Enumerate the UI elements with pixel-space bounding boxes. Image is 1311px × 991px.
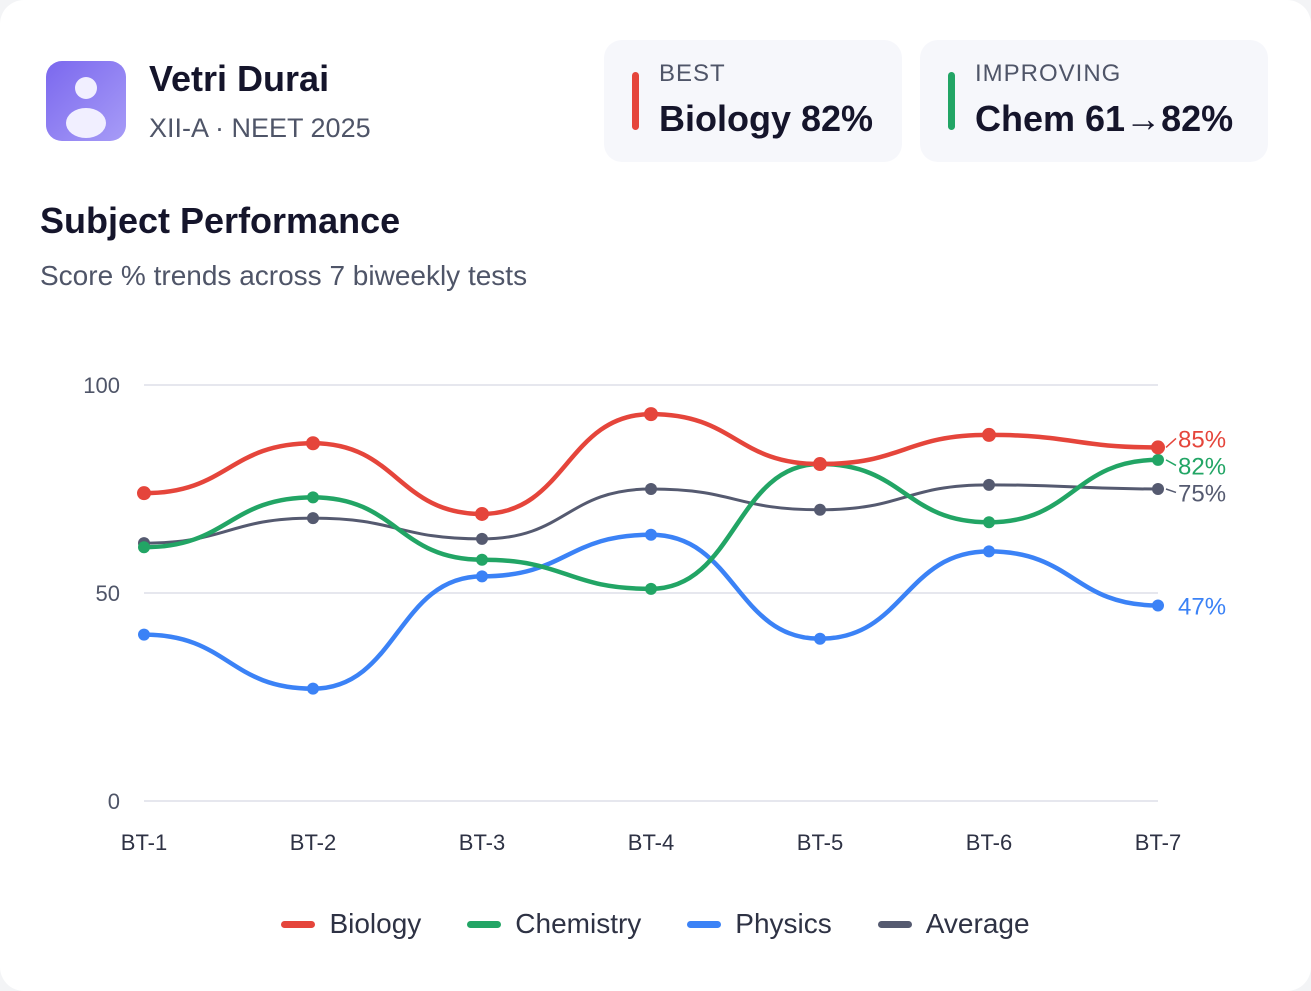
data-point-biology [306, 436, 320, 451]
data-point-physics [476, 570, 488, 583]
student-subtitle: XII-A · NEET 2025 [149, 113, 371, 143]
end-label-chemistry: 82% [1178, 453, 1226, 480]
data-point-chemistry [645, 582, 657, 595]
y-tick-label: 50 [96, 581, 120, 606]
end-label-connector [1165, 437, 1177, 448]
legend-swatch [877, 920, 912, 928]
x-tick-label: BT-6 [966, 830, 1012, 855]
data-point-physics [1152, 599, 1164, 612]
data-point-chemistry [476, 553, 488, 566]
data-point-biology [813, 457, 827, 472]
stat-label: BEST [659, 60, 726, 87]
data-point-biology [644, 407, 658, 422]
stat-accent-bar [948, 72, 955, 130]
data-point-average [814, 503, 826, 516]
data-point-physics [645, 528, 657, 541]
series-line-chemistry [141, 457, 1161, 592]
legend-swatch [687, 920, 722, 928]
end-label-biology: 85% [1178, 426, 1226, 453]
legend-label: Physics [735, 908, 832, 939]
data-point-average [1152, 483, 1164, 495]
stat-value: Chem 61→82% [975, 98, 1234, 139]
x-tick-label: BT-5 [797, 830, 843, 855]
stat-label: IMPROVING [975, 60, 1122, 87]
stat-improving: IMPROVING Chem 61→82% [920, 40, 1268, 162]
legend-swatch [281, 920, 316, 928]
series-line-physics [141, 532, 1161, 691]
stat-accent-bar [632, 72, 639, 130]
data-point-chemistry [307, 491, 319, 504]
data-point-biology [982, 427, 996, 442]
y-tick-label: 100 [83, 373, 120, 398]
data-point-chemistry [983, 516, 995, 529]
legend-label: Biology [329, 908, 422, 939]
end-label-average: 75% [1178, 480, 1226, 507]
legend-item-chemistry[interactable]: Chemistry [467, 908, 641, 940]
legend-item-biology[interactable]: Biology [281, 908, 421, 940]
data-point-chemistry [138, 541, 150, 554]
data-point-physics [307, 682, 319, 695]
legend-item-physics[interactable]: Physics [687, 908, 832, 940]
x-tick-label: BT-2 [290, 830, 336, 855]
end-label-physics: 47% [1178, 593, 1226, 620]
x-tick-label: BT-7 [1135, 830, 1181, 855]
x-tick-label: BT-1 [121, 830, 167, 855]
user-icon-body [66, 108, 106, 138]
data-point-physics [983, 545, 995, 558]
x-tick-label: BT-3 [459, 830, 505, 855]
data-point-biology [475, 506, 489, 521]
y-tick-label: 0 [108, 789, 120, 814]
avatar [46, 61, 126, 141]
data-point-average [983, 478, 995, 491]
section-description: Score % trends across 7 biweekly tests [40, 260, 528, 291]
data-point-physics [138, 628, 150, 641]
end-label-connector [1165, 488, 1177, 494]
section-title: Subject Performance [40, 200, 401, 241]
stat-best: BEST Biology 82% [604, 40, 902, 162]
legend-item-average[interactable]: Average [877, 908, 1030, 940]
stat-value: Biology 82% [659, 98, 874, 139]
data-point-average [645, 483, 657, 495]
user-icon [75, 77, 97, 99]
chart-legend: Biology Chemistry Physics Average [0, 908, 1311, 940]
student-name: Vetri Durai [149, 58, 330, 99]
data-point-biology [137, 486, 151, 501]
data-point-average [476, 532, 488, 545]
data-point-chemistry [1152, 453, 1164, 466]
legend-swatch [467, 920, 502, 928]
legend-label: Chemistry [515, 908, 642, 939]
data-point-physics [814, 632, 826, 645]
legend-label: Average [925, 908, 1030, 939]
data-point-biology [1151, 440, 1165, 455]
data-point-average [307, 512, 319, 525]
end-label-connector [1165, 459, 1177, 467]
x-tick-label: BT-4 [628, 830, 674, 855]
